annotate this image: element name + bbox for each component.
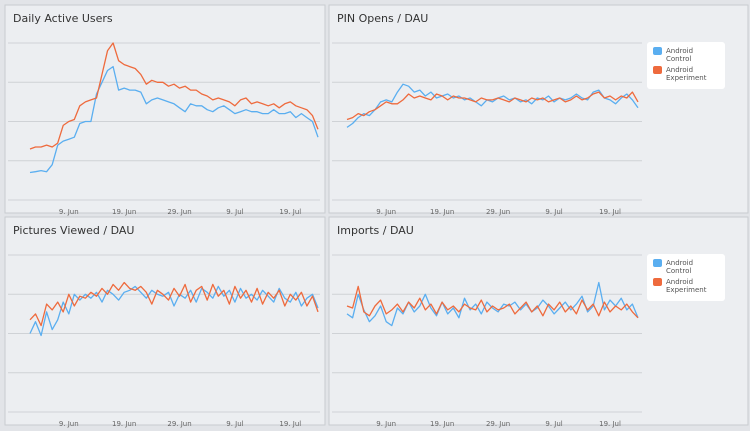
x-tick-label: 29. Jun <box>167 208 191 216</box>
chart-title: Daily Active Users <box>13 12 113 25</box>
legend-item: Android Experiment <box>653 278 719 294</box>
panel <box>4 216 326 426</box>
x-tick-label: 19. Jul <box>279 208 301 216</box>
x-tick-label: 19. Jun <box>430 420 454 428</box>
line-series <box>346 285 639 319</box>
legend-swatch <box>653 66 662 74</box>
legend-item: Android Control <box>653 259 719 275</box>
legend-label: Android Experiment <box>666 66 707 82</box>
legend-item: Android Control <box>653 47 719 63</box>
panel <box>4 4 326 214</box>
x-tick-label: 9. Jun <box>59 208 79 216</box>
line-series <box>346 91 639 121</box>
x-tick-label: 9. Jun <box>376 420 396 428</box>
line-series <box>346 281 639 327</box>
x-tick-label: 19. Jun <box>112 420 136 428</box>
x-tick-label: 19. Jun <box>430 208 454 216</box>
legend: Android Control Android Experiment <box>647 42 725 89</box>
x-tick-label: 19. Jul <box>279 420 301 428</box>
chart-title: Pictures Viewed / DAU <box>13 224 134 237</box>
legend-swatch <box>653 259 662 267</box>
line-series <box>29 281 319 327</box>
legend-label: Android Control <box>666 47 694 63</box>
chart-title: Imports / DAU <box>337 224 414 237</box>
legend-item: Android Experiment <box>653 66 719 82</box>
x-tick-label: 19. Jul <box>599 420 621 428</box>
legend-swatch <box>653 47 662 55</box>
chart-title: PIN Opens / DAU <box>337 12 428 25</box>
x-tick-label: 9. Jun <box>59 420 79 428</box>
x-tick-label: 9. Jul <box>545 208 562 216</box>
x-tick-label: 29. Jun <box>486 208 510 216</box>
line-series <box>29 65 319 174</box>
legend-label: Android Control <box>666 259 694 275</box>
x-tick-label: 9. Jun <box>376 208 396 216</box>
x-tick-label: 9. Jul <box>226 420 243 428</box>
x-tick-label: 29. Jun <box>167 420 191 428</box>
legend: Android Control Android Experiment <box>647 254 725 301</box>
line-series <box>29 42 319 150</box>
x-tick-label: 9. Jul <box>545 420 562 428</box>
x-tick-label: 19. Jun <box>112 208 136 216</box>
x-tick-label: 19. Jul <box>599 208 621 216</box>
x-tick-label: 29. Jun <box>486 420 510 428</box>
x-tick-label: 9. Jul <box>226 208 243 216</box>
legend-label: Android Experiment <box>666 278 707 294</box>
panel <box>328 4 749 214</box>
legend-swatch <box>653 278 662 286</box>
panel <box>328 216 749 426</box>
